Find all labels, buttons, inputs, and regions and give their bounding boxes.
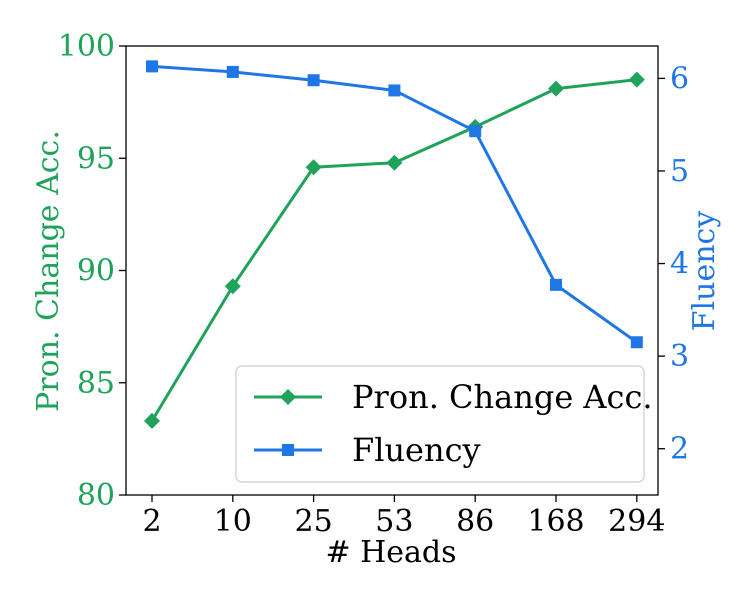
left-axis-ticks: 80 85 90 95 100 xyxy=(58,29,126,513)
right-tick-label: 4 xyxy=(670,247,689,282)
right-tick-label: 6 xyxy=(670,61,689,96)
right-axis-title: Fluency xyxy=(687,211,722,332)
left-tick-label: 80 xyxy=(77,478,115,513)
x-axis-ticks: 2 10 25 53 86 168 294 xyxy=(142,495,665,539)
data-point-square xyxy=(550,278,562,291)
data-point-square xyxy=(226,65,239,78)
data-point-square xyxy=(630,336,643,349)
series-pron-change-acc xyxy=(144,71,645,429)
x-tick-label: 294 xyxy=(608,504,665,539)
right-axis-ticks: 2 3 4 5 6 xyxy=(658,61,689,467)
legend-box xyxy=(235,365,645,483)
data-point-square xyxy=(469,125,482,138)
x-tick-label: 2 xyxy=(142,504,161,539)
x-tick-label: 10 xyxy=(214,504,252,539)
legend-marker-fluency xyxy=(282,444,294,456)
data-point-diamond xyxy=(144,412,160,429)
left-tick-label: 95 xyxy=(77,141,115,176)
x-axis-title: # Heads xyxy=(325,535,456,570)
x-tick-label: 53 xyxy=(375,504,413,539)
legend-label-acc: Pron. Change Acc. xyxy=(352,378,653,416)
data-point-square xyxy=(307,74,320,87)
right-tick-label: 5 xyxy=(670,154,689,189)
series-layer xyxy=(144,60,645,429)
data-point-diamond xyxy=(628,71,645,88)
legend-marker-acc xyxy=(280,389,296,405)
left-tick-label: 100 xyxy=(58,29,115,64)
right-tick-label: 2 xyxy=(670,432,689,467)
left-tick-label: 85 xyxy=(77,366,115,401)
data-point-diamond xyxy=(224,278,241,295)
data-point-square xyxy=(388,84,401,97)
data-point-square xyxy=(146,60,158,73)
data-point-diamond xyxy=(548,80,564,97)
x-tick-label: 25 xyxy=(295,504,333,539)
left-tick-label: 90 xyxy=(77,254,115,289)
right-tick-label: 3 xyxy=(670,339,689,374)
legend: Pron. Change Acc. Fluency xyxy=(235,365,653,483)
series-fluency xyxy=(146,60,643,349)
x-tick-label: 86 xyxy=(456,504,494,539)
left-axis-title: Pron. Change Acc. xyxy=(31,130,66,412)
x-tick-label: 168 xyxy=(527,504,584,539)
data-point-diamond xyxy=(305,159,322,176)
legend-label-fluency: Fluency xyxy=(352,431,481,469)
data-point-diamond xyxy=(386,154,403,171)
